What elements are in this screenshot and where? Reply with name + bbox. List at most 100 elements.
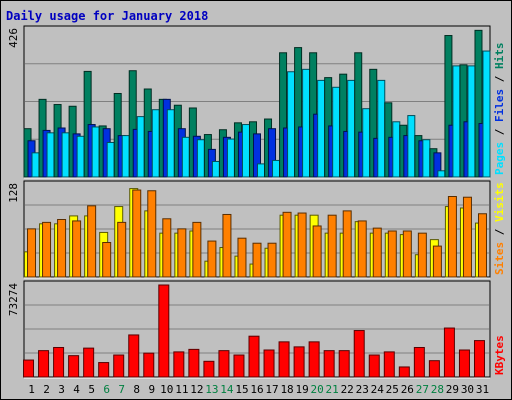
y-max-label: 426 bbox=[7, 28, 20, 48]
bar-sites-day-18 bbox=[282, 211, 292, 278]
x-tick-label-day-2: 2 bbox=[43, 383, 50, 396]
bar-kbytes-day-24 bbox=[368, 354, 380, 378]
bar-kbytes-day-27 bbox=[413, 346, 425, 378]
x-tick-label-day-21: 21 bbox=[326, 383, 339, 396]
bar-sites-day-8 bbox=[132, 189, 142, 278]
bar-kbytes-day-19 bbox=[293, 346, 305, 378]
y-max-label: 73274 bbox=[7, 283, 20, 316]
bar-kbytes-day-15 bbox=[233, 354, 245, 378]
bar-pages-day-8 bbox=[136, 116, 145, 178]
bar-kbytes-day-20 bbox=[308, 341, 320, 378]
legend-item-kbytes: KBytes bbox=[493, 335, 506, 375]
bar-sites-day-20 bbox=[312, 225, 322, 278]
bar-pages-day-7 bbox=[121, 135, 130, 178]
panel-hits-files-pages: 426 Pages / Files / Hits bbox=[7, 25, 506, 179]
bar-sites-day-23 bbox=[357, 220, 367, 278]
bar-sites-day-29 bbox=[447, 196, 457, 278]
x-tick-label-day-26: 26 bbox=[401, 383, 414, 396]
bar-kbytes-day-9 bbox=[143, 352, 155, 378]
x-tick-label-day-1: 1 bbox=[28, 383, 35, 396]
bar-pages-day-15 bbox=[241, 124, 250, 178]
bar-sites-day-17 bbox=[267, 242, 277, 278]
x-tick-label-day-25: 25 bbox=[386, 383, 399, 396]
bar-sites-day-12 bbox=[192, 221, 202, 278]
bar-pages-day-10 bbox=[166, 109, 175, 178]
bar-sites-day-26 bbox=[402, 230, 412, 278]
bar-kbytes-day-10 bbox=[158, 284, 170, 378]
bar-sites-day-24 bbox=[372, 227, 382, 278]
bar-pages-day-30 bbox=[467, 65, 476, 178]
bar-pages-day-19 bbox=[302, 68, 311, 178]
bar-kbytes-day-18 bbox=[278, 341, 290, 378]
bar-sites-day-25 bbox=[387, 230, 397, 278]
legend-hits-files-pages: Pages / Files / Hits bbox=[493, 43, 506, 176]
x-tick-label-day-4: 4 bbox=[73, 383, 80, 396]
bar-kbytes-day-23 bbox=[353, 330, 365, 378]
legend-item-pages: Pages bbox=[493, 142, 506, 175]
x-tick-label-day-11: 11 bbox=[175, 383, 188, 396]
chart-title: Daily usage for January 2018 bbox=[6, 9, 208, 23]
bar-kbytes-day-7 bbox=[113, 354, 125, 378]
bar-kbytes-day-13 bbox=[203, 360, 215, 378]
x-tick-label-day-28: 28 bbox=[431, 383, 444, 396]
bar-pages-day-29 bbox=[452, 65, 461, 178]
bar-sites-day-4 bbox=[72, 220, 82, 278]
x-tick-label-day-24: 24 bbox=[371, 383, 385, 396]
x-tick-label-day-17: 17 bbox=[265, 383, 278, 396]
x-axis-labels: 1 2 3 4 5 6 7 8 9 10 11 12 13 14 15 16 17 18 19 20 21 22 23 24 2… bbox=[28, 383, 489, 396]
bar-pages-day-31 bbox=[482, 50, 491, 178]
legend-separator: / bbox=[493, 122, 506, 142]
x-tick-label-day-12: 12 bbox=[190, 383, 203, 396]
bar-pages-day-6 bbox=[106, 141, 115, 178]
legend-kbytes: KBytes bbox=[493, 335, 506, 375]
x-tick-label-day-13: 13 bbox=[205, 383, 218, 396]
bar-pages-day-22 bbox=[347, 79, 356, 178]
bar-sites-day-21 bbox=[327, 214, 337, 278]
bar-pages-day-1 bbox=[31, 152, 40, 178]
legend-separator: / bbox=[493, 69, 506, 89]
panel-kbytes: 73274 KBytes bbox=[7, 280, 506, 379]
bar-pages-day-21 bbox=[332, 86, 341, 178]
bar-kbytes-day-3 bbox=[53, 346, 65, 378]
bar-kbytes-day-25 bbox=[383, 351, 395, 378]
bar-sites-day-28 bbox=[432, 245, 442, 278]
bar-sites-day-13 bbox=[207, 240, 217, 278]
x-tick-label-day-6: 6 bbox=[103, 383, 110, 396]
bar-kbytes-day-17 bbox=[263, 349, 275, 378]
x-tick-label-day-31: 31 bbox=[476, 383, 489, 396]
legend-item-files: Files bbox=[493, 89, 506, 122]
bar-sites-day-11 bbox=[177, 228, 187, 278]
bar-kbytes-day-31 bbox=[473, 340, 485, 378]
x-tick-label-day-27: 27 bbox=[416, 383, 429, 396]
bar-kbytes-day-30 bbox=[458, 349, 470, 378]
bar-kbytes-day-21 bbox=[323, 350, 335, 378]
legend-item-sites: Sites bbox=[493, 242, 506, 275]
bar-kbytes-day-12 bbox=[188, 348, 200, 378]
bar-sites-day-15 bbox=[237, 237, 247, 278]
bar-sites-day-6 bbox=[102, 242, 112, 278]
bar-pages-day-2 bbox=[46, 132, 55, 178]
bar-pages-day-27 bbox=[422, 139, 431, 178]
legend-item-visits: Visits bbox=[493, 182, 506, 222]
panel-visits-sites: 128 Sites / Visits bbox=[7, 180, 506, 279]
bar-pages-day-12 bbox=[196, 139, 205, 178]
bar-sites-day-27 bbox=[417, 232, 427, 278]
bar-kbytes-day-2 bbox=[38, 350, 50, 378]
bar-sites-day-19 bbox=[297, 212, 307, 278]
bar-pages-day-28 bbox=[437, 170, 446, 178]
bar-pages-day-16 bbox=[257, 163, 265, 178]
bar-kbytes-day-22 bbox=[338, 350, 350, 378]
x-tick-label-day-30: 30 bbox=[461, 383, 474, 396]
x-tick-label-day-22: 22 bbox=[341, 383, 354, 396]
legend-visits-sites: Sites / Visits bbox=[493, 182, 506, 275]
bar-pages-day-25 bbox=[392, 121, 401, 178]
bar-sites-day-30 bbox=[462, 196, 472, 278]
bar-pages-day-24 bbox=[377, 79, 386, 178]
bar-kbytes-day-28 bbox=[428, 360, 440, 378]
x-tick-label-day-9: 9 bbox=[148, 383, 155, 396]
bar-pages-day-23 bbox=[362, 108, 371, 178]
bar-pages-day-3 bbox=[61, 132, 70, 178]
bar-pages-day-20 bbox=[317, 79, 326, 178]
